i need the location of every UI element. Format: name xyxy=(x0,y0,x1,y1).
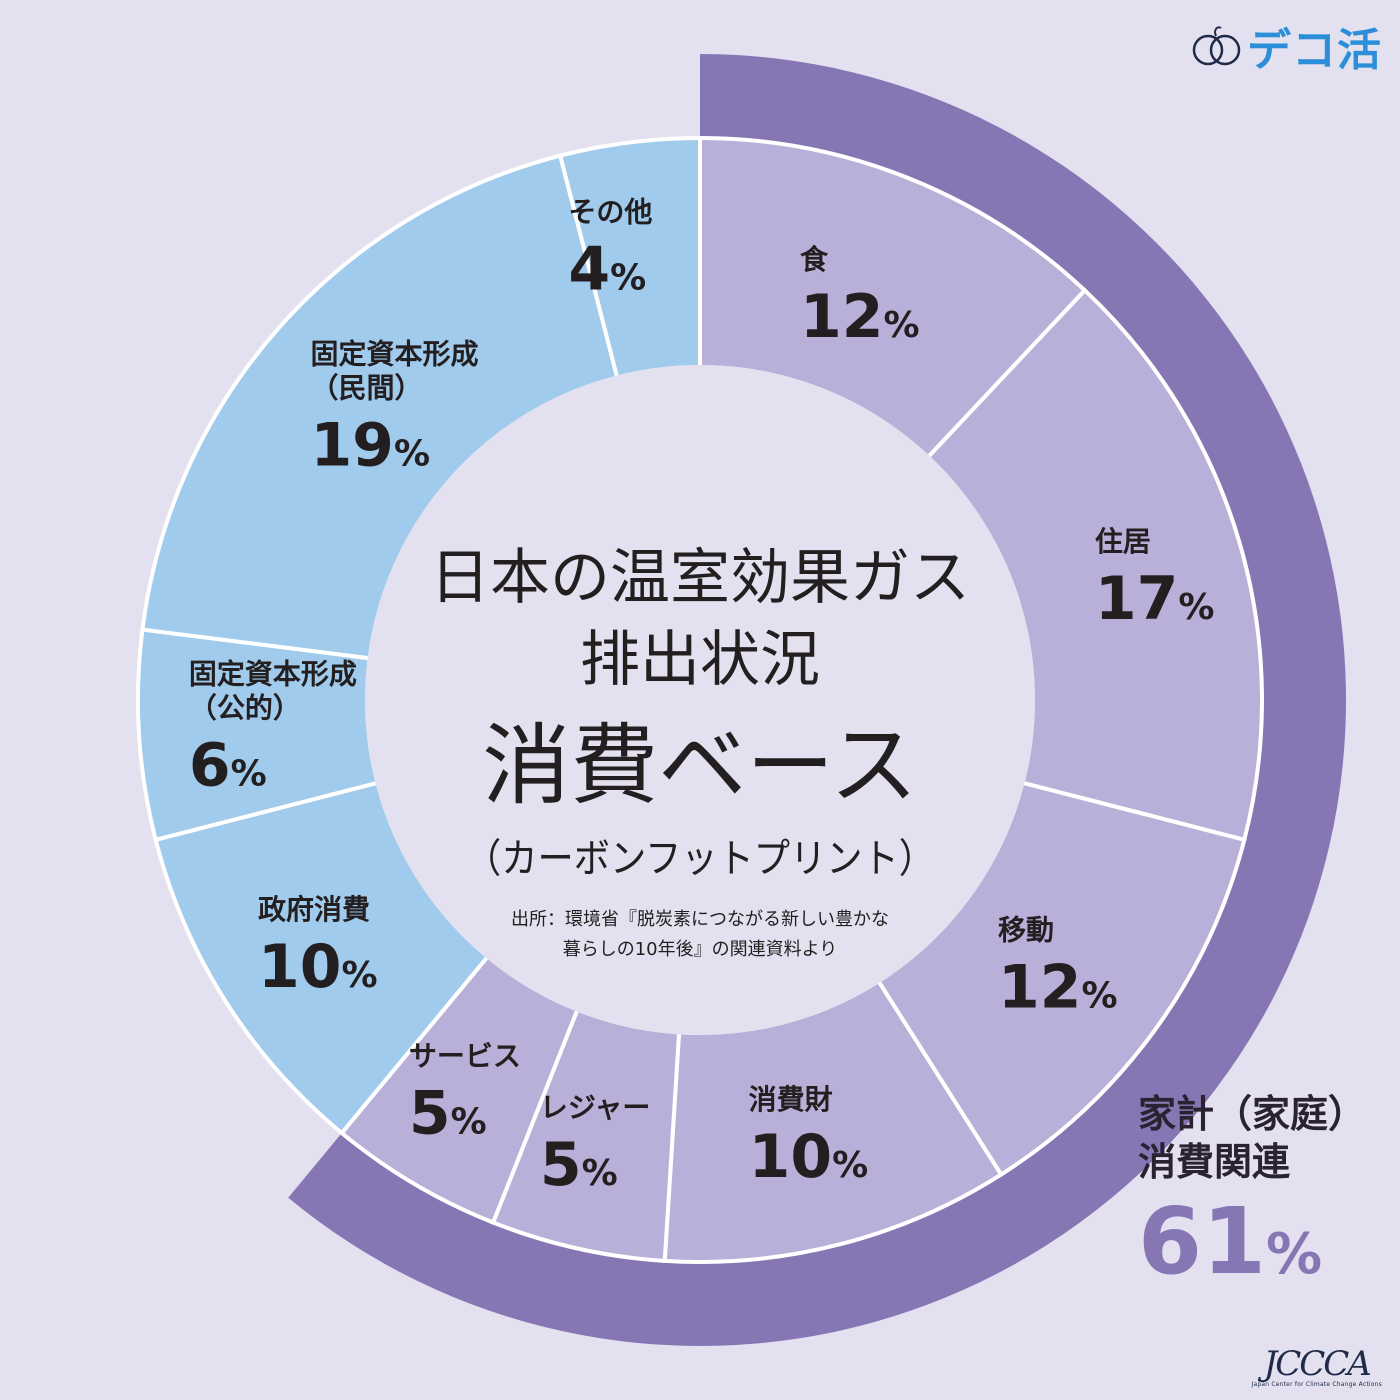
outer-ring-household xyxy=(288,54,1347,1346)
segment-value-text: 19% xyxy=(310,410,430,480)
center-title-sub: （カーボンフットプリント） xyxy=(465,836,935,882)
segment-label-固定資本形成民間: 固定資本形成（民間） 19% xyxy=(310,337,478,480)
center-title-line1: 日本の温室効果ガス xyxy=(430,543,970,613)
segment-label-text: 政府消費 xyxy=(258,893,370,926)
segment-label-レジャー: レジャー 5% xyxy=(540,1091,651,1200)
segment-label-text: レジャー xyxy=(540,1091,651,1124)
segment-label-text: 住居 xyxy=(1095,525,1151,558)
jccca-subtitle: Japan Center for Climate Change Actions xyxy=(1251,1381,1382,1388)
segments-layer xyxy=(136,135,1264,1264)
logo-text: デコ活 xyxy=(1247,25,1382,76)
center-circle xyxy=(365,365,1035,1035)
segment-label-text: その他 xyxy=(568,196,652,229)
household-value-number: 61 xyxy=(1138,1188,1267,1295)
center-text: 日本の温室効果ガス 排出状況 消費ベース （カーボンフットプリント） 出所：環境… xyxy=(430,543,970,960)
deco-katsu-logo: デコ活 xyxy=(1191,14,1382,78)
household-value-unit: % xyxy=(1266,1222,1323,1287)
source-line1: 出所：環境省『脱炭素につながる新しい豊かな xyxy=(511,909,889,930)
household-label-line2: 消費関連 xyxy=(1138,1140,1291,1184)
segment-label-政府消費: 政府消費 10% xyxy=(258,893,378,1002)
center-title-main: 消費ベース xyxy=(482,714,918,817)
segment-value-text: 5% xyxy=(409,1078,487,1148)
segment-value-text: 12% xyxy=(800,282,920,352)
segment-label-食: 食 12% xyxy=(800,243,920,352)
segment-label-住居: 住居 17% xyxy=(1095,525,1215,634)
segment-value-text: 10% xyxy=(258,932,378,1002)
household-total-label: 家計（家庭） 消費関連 61% xyxy=(1138,1090,1366,1305)
segment-label-text: 固定資本形成 xyxy=(189,657,357,690)
segment-label-移動: 移動 12% xyxy=(998,914,1118,1023)
segment-label-サービス: サービス 5% xyxy=(409,1039,521,1148)
household-value: 61% xyxy=(1138,1192,1366,1305)
segment-label-text: サービス xyxy=(409,1039,521,1072)
jccca-mark: JCCCA xyxy=(1263,1344,1372,1384)
segment-value-text: 5% xyxy=(540,1130,618,1200)
segment-label-text: （民間） xyxy=(310,371,422,404)
leaf-rings-icon xyxy=(1192,26,1241,66)
segment-label-固定資本形成公的: 固定資本形成（公的） 6% xyxy=(189,657,357,800)
household-label-line1: 家計（家庭） xyxy=(1138,1092,1367,1136)
segment-label-text: 食 xyxy=(800,243,829,276)
segment-label-消費財: 消費財 10% xyxy=(749,1083,869,1192)
segment-label-text: 固定資本形成 xyxy=(310,337,478,370)
segment-label-text: （公的） xyxy=(189,691,301,724)
segment-value-text: 12% xyxy=(998,953,1118,1023)
segment-label-その他: その他 4% xyxy=(568,196,652,305)
source-line2: 暮らしの10年後』の関連資料より xyxy=(563,939,838,960)
outer-ring-layer xyxy=(288,54,1347,1346)
segment-value-text: 10% xyxy=(749,1122,869,1192)
segment-value-text: 17% xyxy=(1095,564,1215,634)
segment-value-text: 4% xyxy=(568,235,646,305)
center-title-line2: 排出状況 xyxy=(580,625,820,695)
jccca-logo: JCCCA Japan Center for Climate Change Ac… xyxy=(1252,1347,1383,1388)
labels-layer: 食 12% 住居 17% 移動 12% 消費財 10% レジャー 5% サービス 5% 政府消費 10% 固… xyxy=(189,196,1215,1201)
segment-value-text: 6% xyxy=(189,730,267,800)
segment-label-text: 消費財 xyxy=(749,1083,833,1116)
segment-label-text: 移動 xyxy=(998,914,1054,947)
